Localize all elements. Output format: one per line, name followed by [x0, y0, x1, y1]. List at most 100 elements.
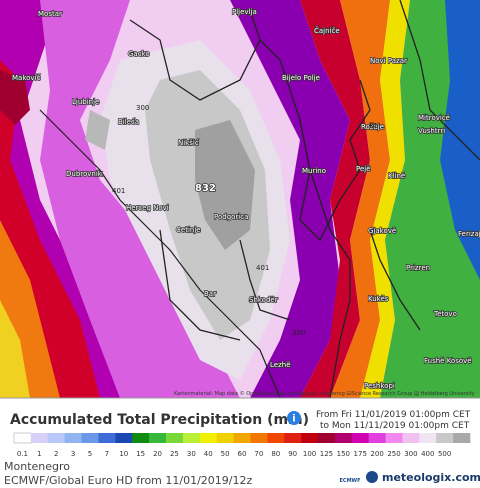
info-icon-glyph: i: [292, 414, 295, 425]
legend-swatch: [267, 433, 285, 443]
legend-swatch: [402, 433, 420, 443]
ecmwf-logo: ECMWF: [340, 478, 361, 484]
legend-label: 80: [271, 450, 280, 458]
place-label: Peshkopi: [364, 382, 395, 390]
legend-label: 300: [404, 450, 417, 458]
legend: 0.1 1 2 3 5 7 10 15 20 25 30 40 50 60 70 80 90 100 125 150 1…: [13, 432, 471, 458]
place-label: Pljevlja: [232, 8, 257, 16]
region: Montenegro: [4, 460, 70, 473]
place-label: Prizren: [406, 264, 430, 272]
contour-label: 401: [112, 187, 125, 195]
title: Accumulated Total Precipitation (mm): [10, 412, 309, 428]
legend-swatch: [385, 433, 403, 443]
legend-swatch: [98, 433, 116, 443]
legend-label: 30: [187, 450, 196, 458]
place-label: Cetinje: [176, 226, 201, 234]
place-label: Herceg Novi: [126, 204, 169, 212]
contour-label: 81: [369, 122, 378, 130]
legend-label: 7: [105, 450, 109, 458]
legend-swatch: [13, 432, 32, 444]
place-label: Bileća: [118, 118, 139, 126]
legend-swatch: [199, 433, 217, 443]
place-label: Podgorica: [214, 213, 248, 221]
legend-swatch: [149, 433, 167, 443]
legend-swatch: [64, 433, 82, 443]
model: ECMWF/Global Euro HD from 11/01/2019/12z: [4, 474, 252, 487]
legend-swatch: [47, 433, 65, 443]
legend-swatch: [436, 433, 454, 443]
legend-label: 10: [119, 450, 128, 458]
legend-swatch: [453, 433, 471, 443]
legend-swatch: [334, 433, 353, 443]
legend-swatch: [351, 433, 369, 443]
legend-swatch: [419, 433, 437, 443]
legend-label: 1: [37, 450, 41, 458]
legend-swatch: [166, 433, 184, 443]
legend-swatch: [368, 433, 386, 443]
place-label: Makovič: [12, 74, 41, 82]
legend-label: 2: [54, 450, 58, 458]
info-icon[interactable]: [287, 411, 301, 425]
legend-label: 0.1: [17, 450, 28, 458]
legend-label: 40: [204, 450, 213, 458]
legend-label: 20: [153, 450, 162, 458]
contour-label: 300: [292, 329, 305, 337]
legend-label: 200: [370, 450, 383, 458]
legend-swatch: [182, 433, 201, 443]
place-label: Ferizaj: [458, 230, 480, 238]
legend-label: 15: [136, 450, 145, 458]
place-label: Shkodër: [249, 296, 278, 304]
legend-label: 175: [354, 450, 367, 458]
place-label: Lezhë: [270, 361, 291, 369]
max-label: 832: [195, 183, 216, 194]
place-label: Mostar: [38, 10, 62, 18]
logo-icon: [366, 471, 378, 483]
place-label: Bijelo Polje: [282, 74, 320, 82]
place-labels: Mostar Pljevlja Čajniče Gacko Makovič Bi…: [11, 7, 480, 397]
legend-label: 90: [288, 450, 297, 458]
legend-label: 50: [221, 450, 230, 458]
legend-label: 250: [387, 450, 400, 458]
place-label: Dubrovnik: [66, 170, 103, 178]
contour-label: 300: [136, 104, 149, 112]
legend-swatch: [318, 433, 336, 443]
legend-label: 125: [320, 450, 333, 458]
legend-swatch: [250, 433, 268, 443]
legend-label: 60: [238, 450, 247, 458]
legend-label: 25: [170, 450, 179, 458]
legend-swatch: [81, 433, 99, 443]
place-label: Vushtrri: [418, 127, 445, 135]
place-label: Klinë: [388, 172, 405, 180]
place-label: Fushë Kosovë: [424, 357, 472, 365]
date-from: From Fri 11/01/2019 01:00pm CET: [316, 410, 471, 420]
legend-swatch: [216, 433, 234, 443]
place-label: Novi Pazar: [370, 57, 407, 65]
place-label: Pejë: [356, 165, 371, 173]
legend-swatch: [301, 433, 319, 443]
place-label: Mitrovicë: [418, 114, 450, 122]
legend-label: 100: [303, 450, 316, 458]
legend-swatch: [284, 433, 302, 443]
place-label: Kukës: [368, 295, 389, 303]
place-label: Nikšić: [178, 139, 199, 147]
legend-label: 70: [254, 450, 263, 458]
date-to: to Mon 11/11/2019 01:00pm CET: [320, 421, 470, 431]
place-label: Ljubinje: [72, 98, 99, 106]
legend-swatch: [30, 433, 49, 443]
place-label: Bar: [204, 290, 216, 298]
place-label: Rožaje: [361, 123, 384, 131]
map: [0, 0, 480, 399]
legend-label: 3: [71, 450, 75, 458]
place-label: Murino: [302, 167, 326, 175]
place-label: Tetovo: [433, 310, 457, 318]
contour-label: 401: [256, 264, 269, 272]
legend-label: 150: [337, 450, 350, 458]
place-label: Čajniče: [314, 26, 340, 35]
attribution: Kartenmaterial: Map data © OpenStreetMap…: [174, 390, 475, 397]
place-label: Gjakovë: [368, 227, 396, 235]
legend-swatch: [115, 433, 133, 443]
legend-label: 500: [438, 450, 451, 458]
legend-swatch: [132, 433, 150, 443]
legend-label: 5: [88, 450, 92, 458]
